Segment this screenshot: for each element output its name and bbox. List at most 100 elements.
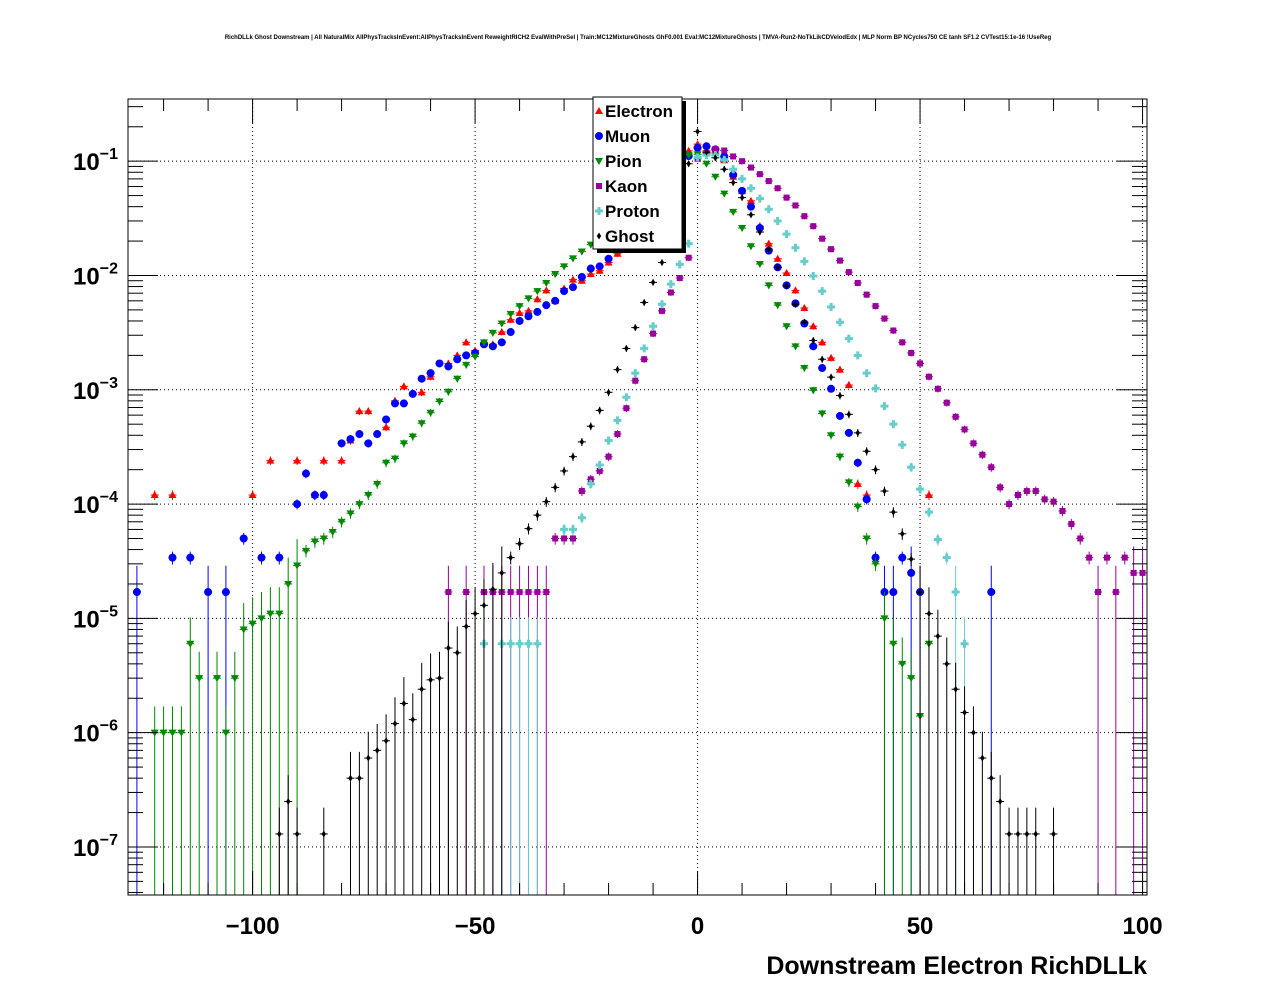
legend-marker [595, 158, 603, 165]
data-point [1041, 496, 1048, 503]
data-point [337, 518, 346, 526]
data-point [517, 540, 522, 548]
data-point [713, 154, 718, 162]
data-point [800, 257, 809, 266]
legend-entry-pion: Pion [595, 152, 642, 171]
data-point [676, 275, 683, 282]
data-point [586, 479, 595, 488]
data-point [515, 316, 524, 325]
legend-label: Proton [605, 202, 660, 221]
data-point [373, 480, 382, 488]
data-point [844, 428, 853, 437]
axis-layer: −100 −50 0 50 100 10−7 10−6 10−5 10−4 10−3 10−2 10−… [73, 99, 1163, 940]
series-electron [150, 140, 933, 501]
legend-entry-electron: Electron [595, 102, 673, 121]
data-point [604, 254, 613, 263]
data-point [953, 685, 958, 693]
data-point [704, 148, 709, 156]
data-point [364, 407, 373, 415]
data-point [907, 463, 916, 472]
data-point [497, 320, 506, 328]
data-point [417, 388, 426, 396]
data-point [417, 374, 426, 383]
data-point [782, 323, 791, 331]
data-point [748, 211, 754, 219]
data-point [515, 308, 524, 316]
data-point [605, 453, 612, 460]
data-point [880, 402, 889, 411]
data-point [802, 318, 807, 326]
data-point [319, 491, 328, 500]
data-point [775, 263, 780, 271]
legend-marker [596, 232, 602, 240]
data-point [809, 342, 818, 351]
data-point [515, 639, 524, 648]
data-point [239, 534, 248, 543]
series-kaon [444, 145, 1147, 895]
data-point [615, 366, 620, 374]
data-point [293, 562, 302, 570]
data-point [346, 435, 355, 444]
data-point [943, 399, 950, 406]
data-point [195, 675, 204, 683]
data-point [399, 399, 408, 408]
y-tick-label: 10−3 [73, 375, 118, 405]
data-point [437, 674, 442, 682]
data-point [640, 344, 649, 353]
data-point [827, 432, 836, 440]
data-point [739, 194, 745, 202]
data-point [453, 355, 462, 364]
data-point [533, 295, 542, 303]
data-point [1112, 589, 1119, 596]
data-point [738, 225, 747, 233]
data-point [774, 185, 781, 192]
data-point [552, 483, 558, 491]
data-point [971, 729, 976, 737]
data-point [924, 508, 933, 517]
data-point [604, 436, 613, 445]
data-point [595, 460, 604, 469]
data-point [560, 287, 569, 296]
data-point [248, 620, 257, 628]
data-point [570, 453, 576, 461]
data-point [364, 439, 373, 448]
data-point [506, 639, 515, 648]
data-point [764, 205, 773, 214]
data-point [428, 676, 433, 684]
data-point [355, 430, 364, 439]
data-point [1023, 488, 1030, 495]
data-point [544, 498, 549, 506]
data-point [551, 271, 560, 279]
data-point [1095, 589, 1102, 596]
data-point [301, 469, 310, 478]
data-point [542, 301, 551, 310]
data-point [791, 286, 800, 294]
data-point [560, 263, 569, 271]
x-tick-label: −50 [455, 913, 496, 940]
data-point [586, 264, 595, 273]
data-point [934, 385, 941, 392]
data-point [944, 660, 949, 668]
data-point [942, 553, 951, 562]
y-tick-label: 10−6 [73, 718, 118, 748]
data-point [410, 716, 415, 724]
series-ghost [275, 127, 1058, 895]
data-point [809, 387, 818, 395]
data-point [871, 384, 880, 393]
data-point [898, 440, 907, 449]
data-point [746, 184, 755, 193]
data-point [987, 588, 996, 597]
data-point [738, 174, 747, 183]
data-point [568, 525, 577, 534]
data-point [650, 278, 656, 286]
data-point [845, 269, 852, 276]
data-point [926, 610, 932, 618]
y-tick-label: 10−7 [73, 832, 118, 862]
data-point [773, 216, 782, 225]
data-point [446, 644, 451, 652]
data-point [337, 456, 346, 464]
data-point [508, 554, 513, 562]
series-proton [479, 151, 969, 895]
data-point [917, 360, 924, 367]
data-point [853, 351, 862, 360]
